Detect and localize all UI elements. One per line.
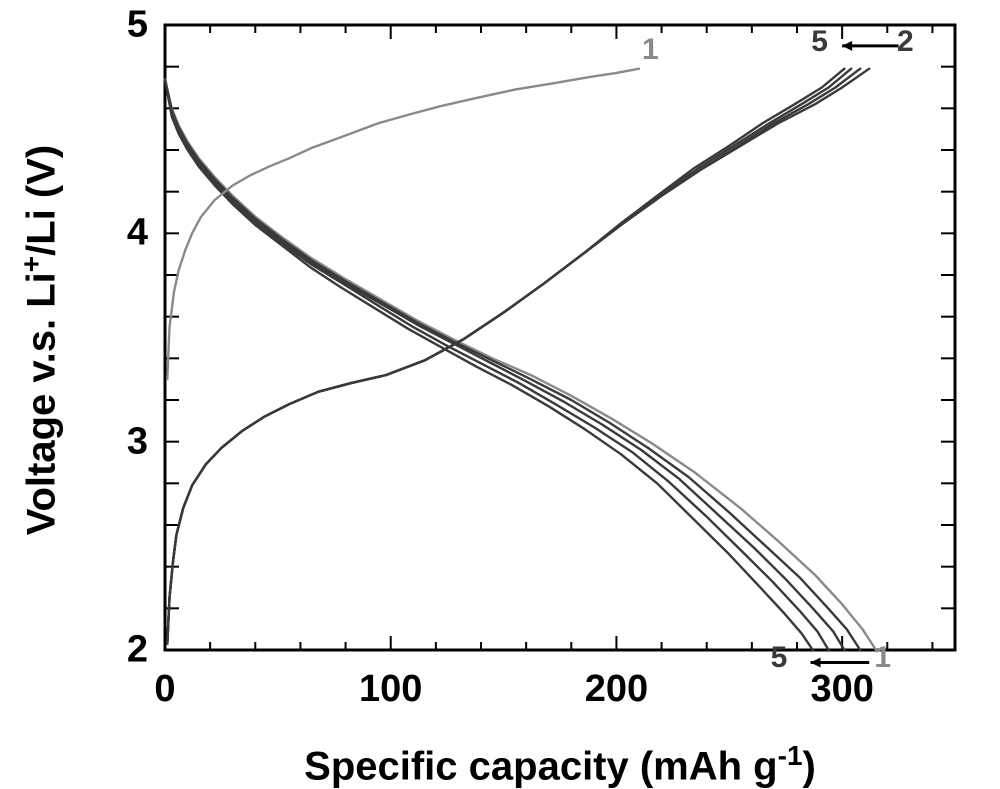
x-tick-label: 100	[359, 668, 422, 711]
y-tick-label: 5	[127, 4, 148, 47]
x-tick-label: 0	[154, 668, 175, 711]
y-tick-label: 4	[127, 212, 148, 255]
annotation-charge1_label: 1	[642, 33, 659, 67]
x-tick-label: 200	[585, 668, 648, 711]
annotation-charge_top_5: 5	[811, 25, 828, 59]
annotation-charge_top_2: 2	[897, 25, 914, 59]
y-tick-label: 2	[127, 629, 148, 672]
x-tick-label: 300	[810, 668, 873, 711]
voltage-capacity-chart: Voltage v.s. Li+/Li (V) Specific capacit…	[0, 0, 1000, 789]
annotation-discharge_bot_5: 5	[771, 641, 788, 675]
annotation-discharge_bot_1: 1	[874, 641, 891, 675]
y-tick-label: 3	[127, 420, 148, 463]
